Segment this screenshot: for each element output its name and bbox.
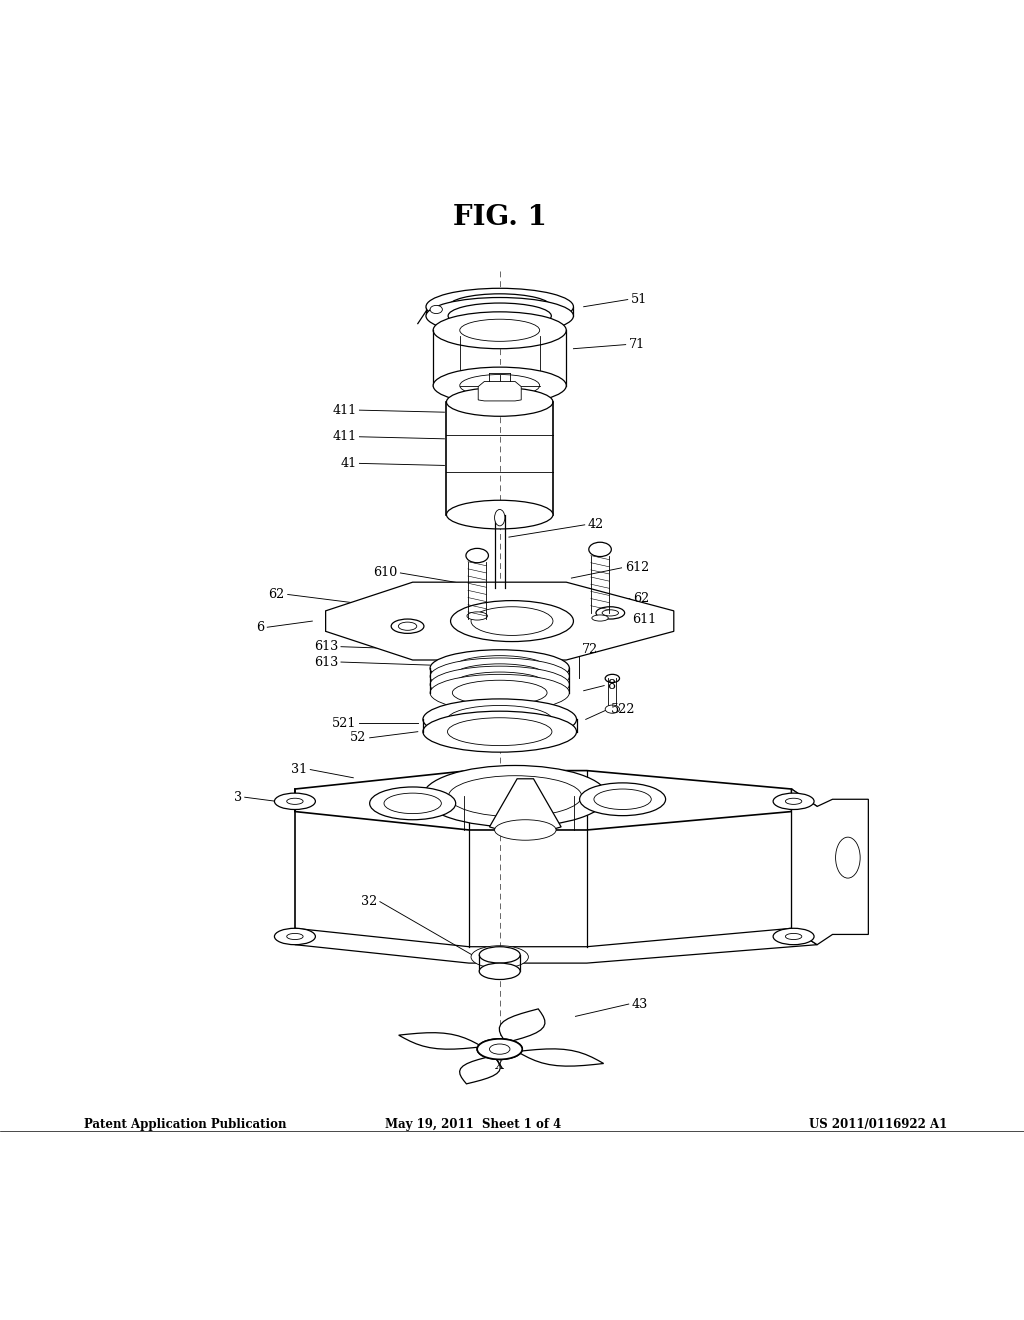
Ellipse shape [430,649,569,686]
Ellipse shape [785,933,802,940]
Ellipse shape [423,766,607,826]
Text: Patent Application Publication: Patent Application Publication [84,1118,287,1131]
Polygon shape [792,789,868,945]
Text: 72: 72 [582,643,598,656]
Ellipse shape [467,612,487,620]
Ellipse shape [596,607,625,619]
Text: 411: 411 [332,404,356,417]
Ellipse shape [370,787,456,820]
Ellipse shape [433,312,566,348]
Text: 62: 62 [633,593,649,605]
Text: 52: 52 [350,731,367,744]
Ellipse shape [426,288,573,325]
Ellipse shape [453,672,547,697]
Ellipse shape [479,946,520,964]
Ellipse shape [384,793,441,813]
Ellipse shape [430,305,442,314]
Ellipse shape [453,656,547,681]
Ellipse shape [430,675,569,711]
Text: 41: 41 [340,457,356,470]
Ellipse shape [453,664,547,689]
Ellipse shape [495,820,556,841]
Ellipse shape [447,705,552,734]
Ellipse shape [451,601,573,642]
Text: 3: 3 [233,791,242,804]
Ellipse shape [449,304,551,329]
Text: FIG. 1: FIG. 1 [453,205,547,231]
Ellipse shape [460,319,540,342]
Ellipse shape [430,657,569,694]
Ellipse shape [773,928,814,945]
Text: 6: 6 [256,620,264,634]
Ellipse shape [489,1044,510,1055]
Ellipse shape [423,711,577,752]
Text: 411: 411 [332,430,356,444]
Ellipse shape [836,837,860,878]
Ellipse shape [398,622,417,631]
Ellipse shape [592,615,608,622]
Ellipse shape [605,675,620,682]
Ellipse shape [589,543,611,557]
Ellipse shape [785,799,802,804]
Text: 71: 71 [629,338,645,351]
Polygon shape [792,789,817,945]
Ellipse shape [594,789,651,809]
Text: X: X [496,1059,504,1072]
Ellipse shape [489,1044,510,1055]
Ellipse shape [287,933,303,940]
Ellipse shape [426,297,573,334]
Ellipse shape [453,680,547,705]
Text: May 19, 2011  Sheet 1 of 4: May 19, 2011 Sheet 1 of 4 [385,1118,561,1131]
Text: 613: 613 [313,640,338,653]
Text: US 2011/0116922 A1: US 2011/0116922 A1 [809,1118,948,1131]
Polygon shape [295,928,817,964]
Text: 522: 522 [611,702,636,715]
Ellipse shape [430,667,569,704]
Polygon shape [460,1056,501,1084]
Polygon shape [398,1032,482,1049]
Text: 51: 51 [631,293,647,306]
Ellipse shape [471,607,553,635]
Text: 610: 610 [373,566,397,579]
Text: 62: 62 [268,587,285,601]
Text: 43: 43 [632,998,648,1011]
Polygon shape [295,771,792,830]
Ellipse shape [449,294,551,319]
Text: 42: 42 [588,519,604,532]
Ellipse shape [602,610,618,616]
Polygon shape [478,381,521,401]
Ellipse shape [287,799,303,804]
Ellipse shape [433,367,566,404]
Ellipse shape [471,945,528,969]
Polygon shape [326,582,674,660]
Text: 32: 32 [360,895,377,908]
Ellipse shape [479,964,520,979]
Polygon shape [517,1049,603,1067]
Ellipse shape [477,1039,522,1060]
Text: 8: 8 [607,678,615,692]
Polygon shape [500,1008,545,1043]
Ellipse shape [460,375,540,396]
Ellipse shape [449,776,582,817]
Ellipse shape [274,928,315,945]
Ellipse shape [446,500,553,529]
Ellipse shape [605,705,620,713]
Ellipse shape [466,548,488,562]
Ellipse shape [773,793,814,809]
Text: 611: 611 [632,612,656,626]
Text: 613: 613 [313,656,338,668]
Text: 31: 31 [291,763,307,776]
Ellipse shape [477,1039,522,1060]
Polygon shape [489,779,561,837]
Ellipse shape [391,619,424,634]
Ellipse shape [495,510,505,525]
Ellipse shape [446,388,553,416]
Ellipse shape [580,783,666,816]
Ellipse shape [447,718,552,746]
Ellipse shape [423,698,577,741]
Text: 521: 521 [332,717,356,730]
Ellipse shape [274,793,315,809]
Text: 612: 612 [625,561,649,574]
